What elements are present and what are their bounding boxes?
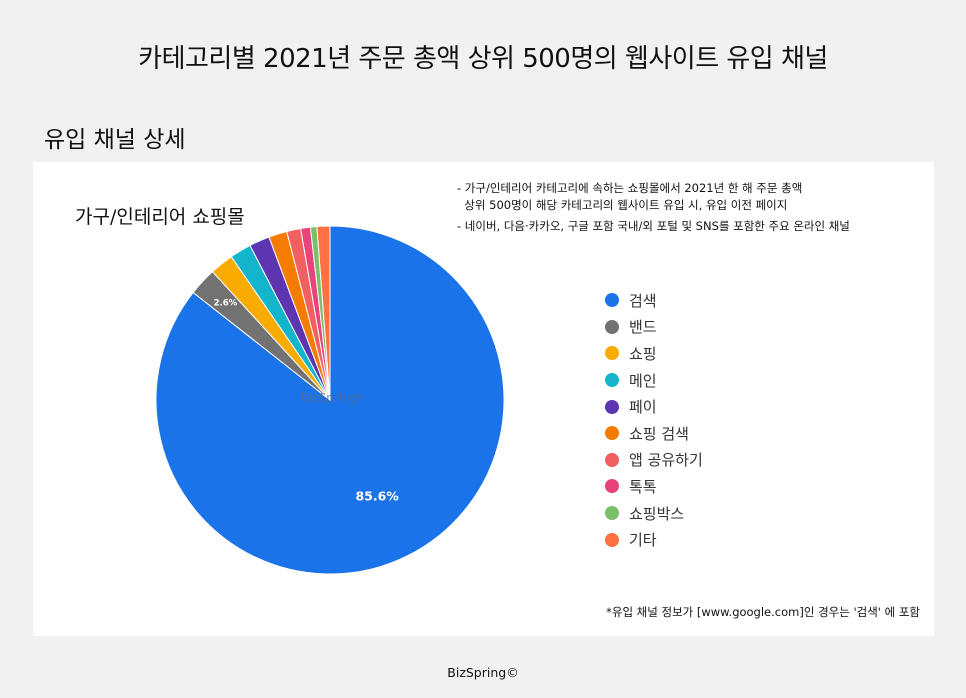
section-title: 유입 채널 상세 xyxy=(44,127,186,153)
footnote: *유입 채널 정보가 [www.google.com]인 경우는 '검색' 에 … xyxy=(606,605,920,619)
legend-swatch xyxy=(605,532,619,547)
legend-label: 밴드 xyxy=(629,318,657,337)
legend-swatch xyxy=(605,319,619,334)
legend-item: 검색 xyxy=(605,287,703,314)
legend-swatch xyxy=(605,346,619,361)
page-title: 카테고리별 2021년 주문 총액 상위 500명의 웹사이트 유입 채널 xyxy=(138,44,828,74)
legend-item: 앱 공유하기 xyxy=(605,447,703,474)
legend-label: 검색 xyxy=(629,291,657,310)
legend-label: 쇼핑박스 xyxy=(629,504,685,523)
chart-title: 가구/인테리어 쇼핑몰 xyxy=(75,206,245,228)
legend-label: 톡톡 xyxy=(629,477,657,496)
legend-label: 쇼핑 xyxy=(629,344,657,363)
legend-item: 쇼핑 xyxy=(605,340,703,367)
legend-item: 기타 xyxy=(605,526,703,553)
footer-credit: BizSpring© xyxy=(447,665,519,680)
legend-item: 쇼핑 검색 xyxy=(605,420,703,447)
legend-item: 톡톡 xyxy=(605,473,703,500)
legend-swatch xyxy=(605,506,619,521)
note-line: - 가구/인테리어 카테고리에 속하는 쇼핑몰에서 2021년 한 해 주문 총… xyxy=(457,181,803,195)
legend-swatch xyxy=(605,452,619,467)
legend-swatch xyxy=(605,479,619,494)
legend-item: 메인 xyxy=(605,367,703,394)
legend-label: 앱 공유하기 xyxy=(629,451,703,470)
watermark: BizSpring* xyxy=(301,391,364,405)
chart-card: 가구/인테리어 쇼핑몰 - 가구/인테리어 카테고리에 속하는 쇼핑몰에서 20… xyxy=(33,162,934,636)
legend-swatch xyxy=(605,426,619,441)
chart-notes: - 가구/인테리어 카테고리에 속하는 쇼핑몰에서 2021년 한 해 주문 총… xyxy=(457,180,850,235)
legend-item: 쇼핑박스 xyxy=(605,500,703,527)
legend-label: 쇼핑 검색 xyxy=(629,424,689,443)
legend-swatch xyxy=(605,373,619,388)
pie-chart: 85.6% 2.6% BizSpring* xyxy=(155,225,505,575)
note-line: - 네이버, 다음·카카오, 구글 포함 국내/외 포털 및 SNS를 포함한 … xyxy=(457,219,850,233)
pie-slice-10 xyxy=(316,225,331,401)
legend-item: 페이 xyxy=(605,393,703,420)
legend-label: 기타 xyxy=(629,531,657,550)
data-label: 85.6% xyxy=(355,489,399,504)
data-label: 2.6% xyxy=(214,298,238,308)
note-line: 상위 500명이 해당 카테고리의 웹사이트 유입 시, 유입 이전 페이지 xyxy=(457,198,788,212)
legend-swatch xyxy=(605,293,619,308)
legend-label: 메인 xyxy=(629,371,657,390)
legend-swatch xyxy=(605,399,619,414)
legend-label: 페이 xyxy=(629,398,657,417)
legend-item: 밴드 xyxy=(605,314,703,341)
